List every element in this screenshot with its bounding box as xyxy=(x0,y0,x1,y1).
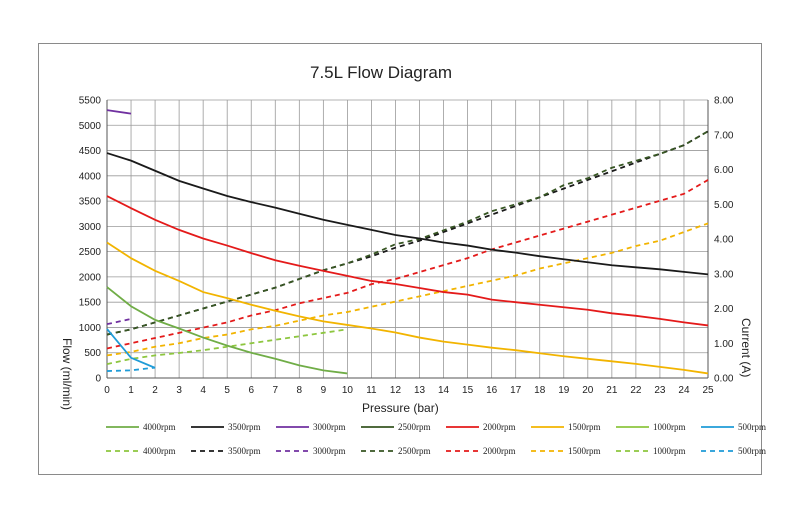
y-right-tick-label: 6.00 xyxy=(714,165,734,176)
x-tick-label: 4 xyxy=(200,385,206,396)
x-tick-label: 6 xyxy=(248,385,254,396)
y-left-tick-label: 3000 xyxy=(79,222,102,233)
x-tick-label: 2 xyxy=(152,385,158,396)
y-right-tick-label: 4.00 xyxy=(714,235,734,246)
x-tick-label: 21 xyxy=(606,385,618,396)
x-tick-label: 20 xyxy=(582,385,594,396)
legend-label: 2500rpm xyxy=(398,422,431,432)
legend-label: 1000rpm xyxy=(653,422,686,432)
x-axis-title: Pressure (bar) xyxy=(362,401,439,415)
flow-line-4000rpm xyxy=(106,286,348,375)
current-line-500rpm xyxy=(106,366,156,372)
x-tick-label: 3 xyxy=(176,385,182,396)
y-left-tick-label: 5500 xyxy=(79,96,102,107)
x-tick-label: 17 xyxy=(510,385,522,396)
y-right-tick-label: 2.00 xyxy=(714,304,734,315)
flow-line-500rpm xyxy=(106,328,156,369)
x-tick-label: 18 xyxy=(534,385,546,396)
legend-label: 3000rpm xyxy=(313,446,346,456)
x-tick-label: 0 xyxy=(104,385,110,396)
legend-label: 1000rpm xyxy=(653,446,686,456)
legend-label: 4000rpm xyxy=(143,446,176,456)
y-left-tick-label: 2500 xyxy=(79,247,102,258)
legend-label: 2000rpm xyxy=(483,422,516,432)
y-left-tick-label: 3500 xyxy=(79,197,102,208)
y-left-tick-label: 2000 xyxy=(79,272,102,283)
x-tick-label: 15 xyxy=(462,385,474,396)
x-tick-label: 9 xyxy=(321,385,327,396)
y-left-tick-label: 1000 xyxy=(79,323,102,334)
legend: 4000rpm 3500rpm 3000rpm 2500rpm 2000rpm 1500r… xyxy=(106,422,766,456)
legend-label: 1500rpm xyxy=(568,446,601,456)
legend-label: 1500rpm xyxy=(568,422,601,432)
current-line-2500rpm xyxy=(106,130,709,336)
y-right-tick-label: 1.00 xyxy=(714,339,734,350)
legend-label: 3500rpm xyxy=(228,422,261,432)
y-axis-right-title: Current (A) xyxy=(739,318,753,377)
ticks: 0 1 2 3 4 5 6 7 8 9 10 11 12 13 14 15 16 17 18 19 20 21 22 23 24… xyxy=(79,96,734,397)
x-tick-label: 25 xyxy=(702,385,714,396)
x-tick-label: 10 xyxy=(342,385,354,396)
current-line-1500rpm xyxy=(106,222,709,357)
flow-line-3000rpm xyxy=(106,109,132,115)
chart-frame xyxy=(38,43,762,475)
legend-label: 3500rpm xyxy=(228,446,261,456)
y-left-tick-label: 0 xyxy=(95,374,101,385)
y-axis-left-title: Flow (ml/min) xyxy=(60,338,74,410)
x-tick-label: 1 xyxy=(128,385,134,396)
x-tick-label: 23 xyxy=(654,385,666,396)
legend-label: 2500rpm xyxy=(398,446,431,456)
y-right-tick-label: 5.00 xyxy=(714,200,734,211)
y-left-tick-label: 1500 xyxy=(79,298,102,309)
legend-label: 3000rpm xyxy=(313,422,346,432)
y-right-tick-label: 7.00 xyxy=(714,130,734,141)
x-tick-label: 13 xyxy=(414,385,426,396)
series-layer xyxy=(106,109,709,375)
y-left-tick-label: 4000 xyxy=(79,171,102,182)
x-tick-label: 22 xyxy=(630,385,642,396)
x-tick-label: 8 xyxy=(297,385,303,396)
current-line-3500rpm xyxy=(106,130,709,336)
grid xyxy=(106,99,709,379)
x-tick-label: 24 xyxy=(678,385,690,396)
y-right-tick-label: 3.00 xyxy=(714,269,734,280)
flow-line-1500rpm xyxy=(106,241,709,375)
legend-label: 2000rpm xyxy=(483,446,516,456)
y-left-tick-label: 4500 xyxy=(79,146,102,157)
x-tick-label: 11 xyxy=(366,385,377,396)
x-tick-label: 5 xyxy=(224,385,230,396)
current-line-3000rpm xyxy=(106,318,132,326)
x-tick-label: 12 xyxy=(390,385,402,396)
x-tick-label: 19 xyxy=(558,385,570,396)
legend-label: 500rpm xyxy=(738,422,766,432)
flow-line-2000rpm xyxy=(106,195,709,327)
legend-label: 4000rpm xyxy=(143,422,176,432)
y-left-tick-label: 5000 xyxy=(79,121,102,132)
x-tick-label: 14 xyxy=(438,385,450,396)
y-left-tick-label: 500 xyxy=(84,348,101,359)
x-tick-label: 7 xyxy=(272,385,278,396)
y-right-tick-label: 0.00 xyxy=(714,374,734,385)
current-line-2000rpm xyxy=(106,179,709,350)
flow-line-3500rpm xyxy=(106,152,709,276)
legend-label: 500rpm xyxy=(738,446,766,456)
x-tick-label: 16 xyxy=(486,385,498,396)
y-right-tick-label: 8.00 xyxy=(714,96,734,107)
chart-title: 7.5L Flow Diagram xyxy=(310,63,452,82)
current-line-4000rpm xyxy=(106,328,348,365)
